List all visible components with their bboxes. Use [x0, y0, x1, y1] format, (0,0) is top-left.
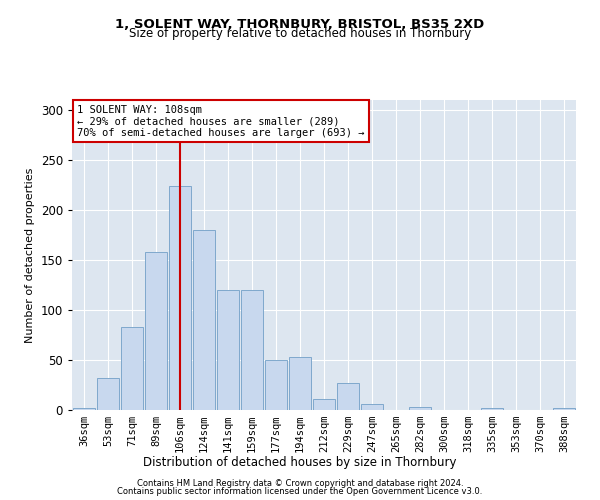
Bar — [193, 230, 215, 410]
Bar — [265, 360, 287, 410]
Bar — [217, 290, 239, 410]
Text: Contains HM Land Registry data © Crown copyright and database right 2024.: Contains HM Land Registry data © Crown c… — [137, 478, 463, 488]
Text: 1 SOLENT WAY: 108sqm
← 29% of detached houses are smaller (289)
70% of semi-deta: 1 SOLENT WAY: 108sqm ← 29% of detached h… — [77, 104, 365, 138]
Bar — [169, 186, 191, 410]
Bar — [73, 408, 95, 410]
Text: Distribution of detached houses by size in Thornbury: Distribution of detached houses by size … — [143, 456, 457, 469]
Y-axis label: Number of detached properties: Number of detached properties — [25, 168, 35, 342]
Bar — [481, 408, 503, 410]
Text: 1, SOLENT WAY, THORNBURY, BRISTOL, BS35 2XD: 1, SOLENT WAY, THORNBURY, BRISTOL, BS35 … — [115, 18, 485, 30]
Bar — [409, 407, 431, 410]
Bar — [145, 252, 167, 410]
Bar — [241, 290, 263, 410]
Text: Size of property relative to detached houses in Thornbury: Size of property relative to detached ho… — [129, 28, 471, 40]
Bar — [553, 408, 575, 410]
Text: Contains public sector information licensed under the Open Government Licence v3: Contains public sector information licen… — [118, 487, 482, 496]
Bar — [289, 357, 311, 410]
Bar — [313, 399, 335, 410]
Bar — [121, 327, 143, 410]
Bar — [361, 404, 383, 410]
Bar — [97, 378, 119, 410]
Bar — [337, 383, 359, 410]
